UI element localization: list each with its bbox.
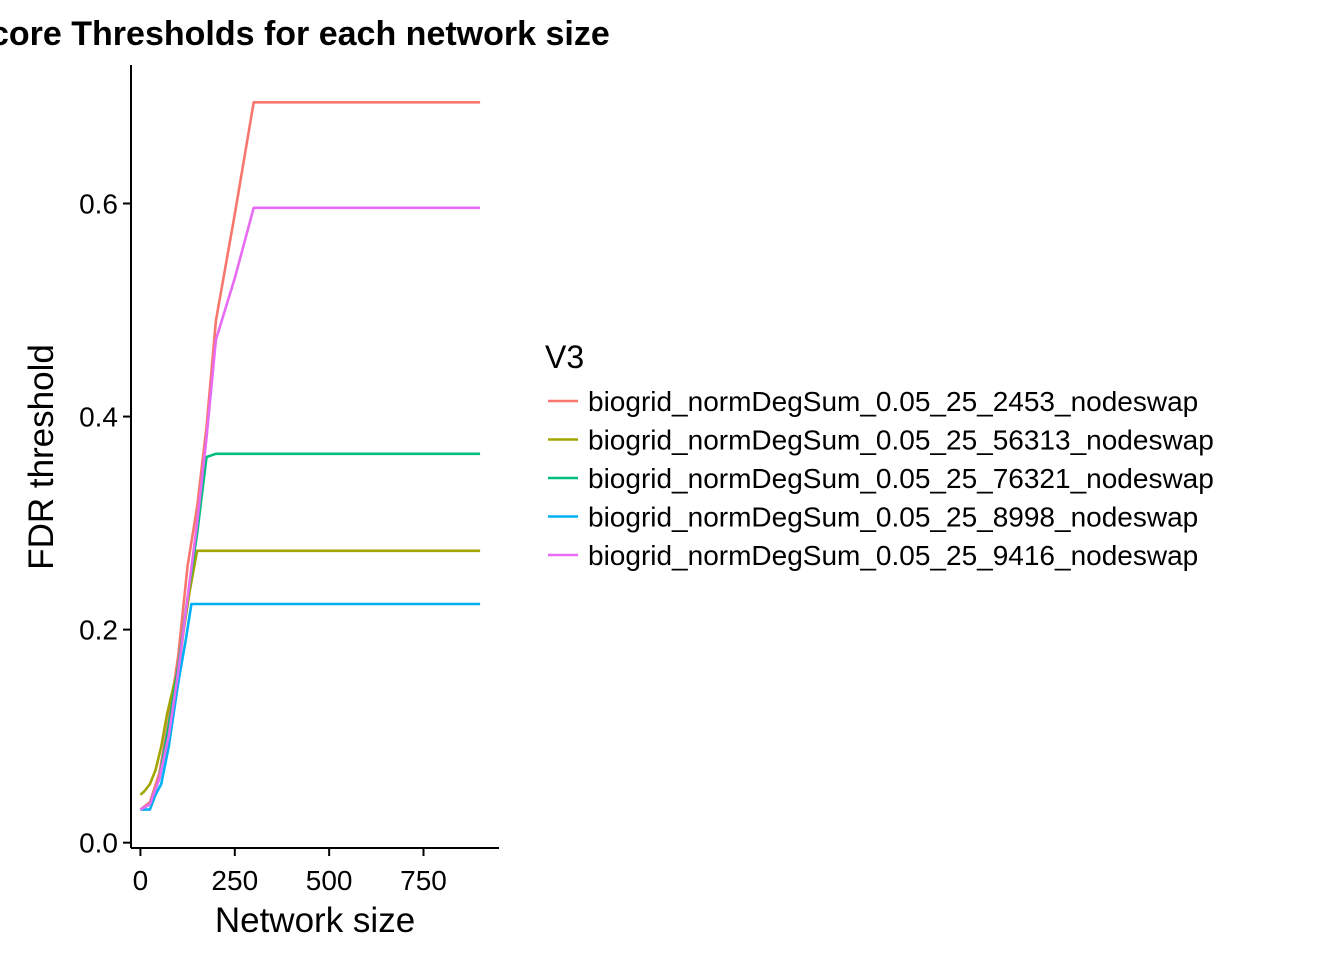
- y-tick-label: 0.6: [79, 188, 118, 219]
- legend-title: V3: [545, 339, 584, 375]
- y-axis-title: FDR threshold: [22, 344, 61, 570]
- series-lines: [139, 101, 481, 811]
- x-tick-label: 0: [133, 865, 149, 896]
- series-line-3: [139, 452, 481, 811]
- legend-label-2: biogrid_normDegSum_0.05_25_56313_nodeswa…: [588, 425, 1214, 456]
- y-tick-label: 0.2: [79, 615, 118, 646]
- chart-title: core Thresholds for each network size: [0, 15, 610, 53]
- y-axis-ticks: 0.0 0.2 0.4 0.6: [79, 188, 131, 859]
- plot-area: 0 250 500 750 0.0 0.2 0.4 0.6: [79, 65, 499, 896]
- x-tick-label: 500: [306, 865, 353, 896]
- x-axis-ticks: 0 250 500 750: [133, 848, 447, 896]
- series-line-4: [140, 602, 481, 811]
- series-line-5: [139, 206, 481, 811]
- series-line-1: [139, 101, 481, 811]
- y-tick-label: 0.0: [79, 828, 118, 859]
- y-tick-label: 0.4: [79, 402, 118, 433]
- legend-label-3: biogrid_normDegSum_0.05_25_76321_nodeswa…: [588, 463, 1214, 494]
- x-tick-label: 750: [400, 865, 447, 896]
- x-tick-label: 250: [211, 865, 258, 896]
- series-line-2: [139, 549, 481, 796]
- legend: V3 biogrid_normDegSum_0.05_25_2453_nodes…: [545, 339, 1214, 571]
- legend-label-4: biogrid_normDegSum_0.05_25_8998_nodeswap: [588, 502, 1198, 533]
- legend-items: biogrid_normDegSum_0.05_25_2453_nodeswap…: [548, 386, 1214, 571]
- legend-label-5: biogrid_normDegSum_0.05_25_9416_nodeswap: [588, 540, 1198, 571]
- x-axis-title: Network size: [215, 901, 415, 940]
- legend-label-1: biogrid_normDegSum_0.05_25_2453_nodeswap: [588, 386, 1198, 417]
